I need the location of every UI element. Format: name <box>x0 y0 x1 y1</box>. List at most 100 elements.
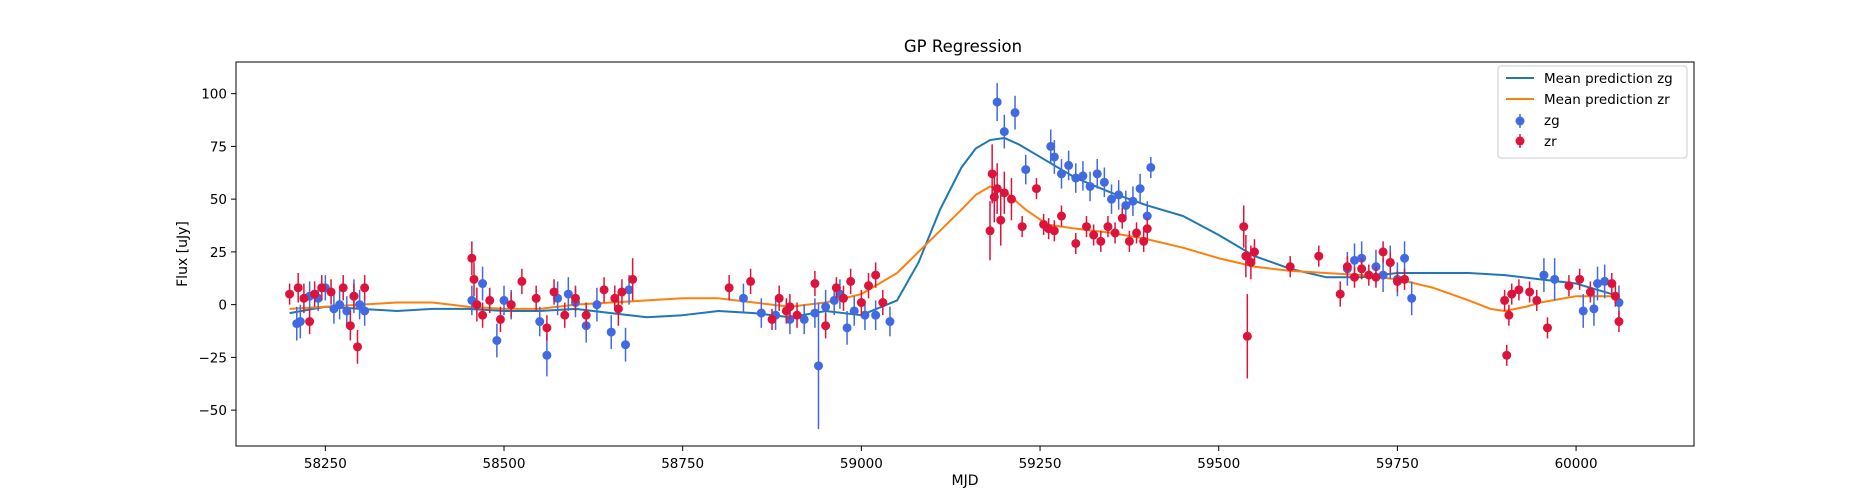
zg-data-point <box>1128 196 1138 206</box>
zg-data-point <box>860 310 870 320</box>
zg-data-point <box>1092 169 1102 179</box>
zr-data-point <box>293 283 303 293</box>
y-tick-label: 75 <box>210 139 227 155</box>
zr-data-point <box>1103 222 1113 232</box>
zg-data-point <box>849 306 859 316</box>
zr-data-point <box>628 274 638 284</box>
zr-data-point <box>1575 274 1585 284</box>
zg-data-point <box>1407 293 1417 303</box>
legend-label-mean-zg: Mean prediction zg <box>1544 71 1673 87</box>
zg-data-point <box>1378 270 1388 280</box>
zg-data-point <box>842 323 852 333</box>
zr-data-point <box>724 283 734 293</box>
x-tick-label: 58250 <box>304 456 347 472</box>
zg-data-point <box>355 300 365 310</box>
legend-label-zg: zg <box>1544 113 1560 129</box>
zr-data-point <box>856 298 866 308</box>
zr-data-point <box>1335 289 1345 299</box>
zr-data-point <box>299 293 309 303</box>
zr-data-point <box>987 169 997 179</box>
zg-data-point <box>1593 279 1603 289</box>
x-tick-label: 59750 <box>1376 456 1419 472</box>
zr-data-point <box>792 310 802 320</box>
zr-data-point <box>1249 247 1259 257</box>
mean-prediction-zg-line <box>289 136 1620 319</box>
zr-data-point <box>1564 281 1574 291</box>
zg-data-point <box>799 314 809 324</box>
legend: Mean prediction zg Mean prediction zr zg… <box>1497 65 1688 159</box>
zr-data-point <box>1607 279 1617 289</box>
y-tick-label: 0 <box>218 298 227 314</box>
zr-data-point <box>495 314 505 324</box>
zr-data-point <box>469 274 479 284</box>
legend-marker-zg <box>1515 116 1525 126</box>
zr-data-point <box>831 283 841 293</box>
zg-data-point <box>621 340 631 350</box>
zr-data-point <box>1392 276 1402 286</box>
zr-data-point <box>1285 262 1295 272</box>
x-axis-label: MJD <box>952 473 979 489</box>
x-tick-label: 59250 <box>1019 456 1062 472</box>
zr-data-point <box>1132 228 1142 238</box>
zg-data-point <box>499 295 509 305</box>
zg-data-point <box>1539 270 1549 280</box>
zr-data-point <box>1400 274 1410 284</box>
y-axis-label: Flux [uJy] <box>175 221 191 287</box>
x-tick-label: 58500 <box>483 456 526 472</box>
zr-data-point <box>305 317 315 327</box>
zr-data-point <box>1314 251 1324 261</box>
zr-data-point <box>326 287 336 297</box>
zr-data-point <box>1241 251 1251 261</box>
zr-data-point <box>1139 236 1149 246</box>
zr-data-point <box>1532 295 1542 305</box>
zr-data-point <box>999 188 1009 198</box>
zr-data-point <box>1342 262 1352 272</box>
zg-data-point <box>885 317 895 327</box>
x-tick-label: 59500 <box>1197 456 1240 472</box>
zg-data-point <box>1010 108 1020 118</box>
zr-data-point <box>1056 211 1066 221</box>
zg-data-point <box>871 310 881 320</box>
zg-data-point <box>738 293 748 303</box>
zr-data-point <box>878 298 888 308</box>
zg-data-point <box>821 302 831 312</box>
zg-data-point <box>542 350 552 360</box>
zr-data-point <box>1031 184 1041 194</box>
zr-data-point <box>345 321 355 331</box>
y-tick-label: −25 <box>199 350 228 366</box>
zg-data-point <box>1078 171 1088 181</box>
zr-data-point <box>1124 236 1134 246</box>
zr-data-point <box>1049 226 1059 236</box>
zg-data-point <box>1121 200 1131 210</box>
zg-data-point <box>1046 141 1056 151</box>
zg-data-point <box>1400 253 1410 263</box>
zr-data-point <box>1239 222 1249 232</box>
zr-data-point <box>821 321 831 331</box>
zr-data-point <box>1364 270 1374 280</box>
zr-data-point <box>810 279 820 289</box>
plot-area <box>236 62 1694 446</box>
y-tick-label: 50 <box>210 192 227 208</box>
zg-data-point <box>1550 274 1560 284</box>
zg-data-point <box>1350 255 1360 265</box>
zg-data-point <box>624 285 634 295</box>
zr-data-point <box>1371 272 1381 282</box>
chart-title: GP Regression <box>904 37 1022 56</box>
zg-data-point <box>813 361 823 371</box>
zr-data-point <box>1500 295 1510 305</box>
zg-data-point <box>606 327 616 337</box>
zg-data-point <box>478 279 488 289</box>
zr-data-point <box>285 289 295 299</box>
zg-data-point <box>1135 184 1145 194</box>
zg-data-point <box>342 306 352 316</box>
zr-data-point <box>1525 287 1535 297</box>
zr-data-point <box>1610 291 1620 301</box>
zr-data-point <box>531 293 541 303</box>
zr-data-point <box>560 310 570 320</box>
zg-data-point <box>992 97 1002 107</box>
zr-data-point <box>1142 224 1152 234</box>
x-tick-label: 58750 <box>661 456 704 472</box>
zr-data-point <box>1246 257 1256 267</box>
y-tick-label: 25 <box>210 245 227 261</box>
